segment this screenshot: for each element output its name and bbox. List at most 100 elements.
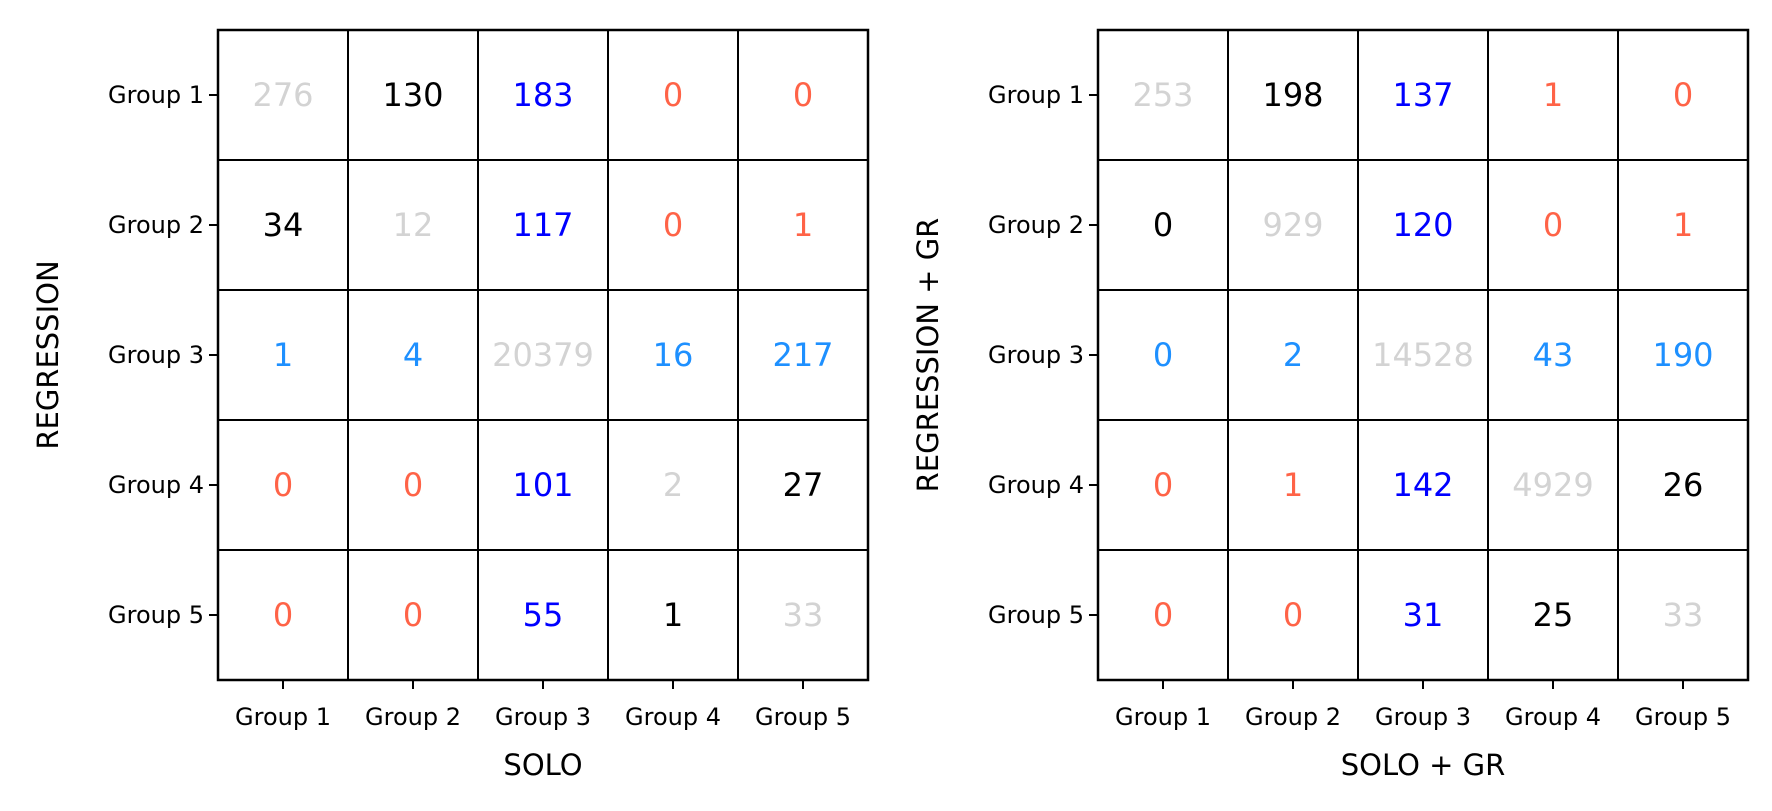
cell-value-label: 33 <box>1663 596 1704 634</box>
heatmap-cell <box>1097 549 1229 681</box>
heatmap-cell <box>1097 159 1229 291</box>
x-axis-label: SOLO + GR <box>1341 748 1506 782</box>
heatmap-cell <box>737 549 869 681</box>
cell-value-label: 217 <box>772 336 833 374</box>
cell-value-label: 0 <box>273 596 293 634</box>
y-tick-label: Group 3 <box>988 341 1084 369</box>
cell-value-label: 929 <box>1262 206 1323 244</box>
x-tick-label: Group 3 <box>1375 703 1471 731</box>
cell-value-label: 25 <box>1533 596 1574 634</box>
cell-value-label: 1 <box>273 336 293 374</box>
x-tick-label: Group 1 <box>235 703 331 731</box>
cell-value-label: 0 <box>1543 206 1563 244</box>
cell-value-label: 198 <box>1262 76 1323 114</box>
cell-value-label: 1 <box>1673 206 1693 244</box>
y-tick-label: Group 1 <box>988 81 1084 109</box>
cell-value-label: 16 <box>653 336 694 374</box>
heatmap-cell <box>1357 549 1489 681</box>
cell-value-label: 137 <box>1392 76 1453 114</box>
heatmap-cell <box>347 419 479 551</box>
cell-value-label: 0 <box>273 466 293 504</box>
heatmap-panel-right: 253 198 137 1 0 0 929 120 0 1 0 2 14528 43 190 0 1 142 492… <box>911 28 1750 782</box>
cell-value-label: 0 <box>663 206 683 244</box>
y-tick-label: Group 5 <box>988 601 1084 629</box>
cell-value-label: 1 <box>793 206 813 244</box>
heatmap-cell <box>1097 419 1229 551</box>
cell-value-label: 1 <box>1283 466 1303 504</box>
heatmap-cell <box>1617 419 1749 551</box>
heatmap-cell <box>1357 289 1489 421</box>
heatmap-cell <box>1487 419 1619 551</box>
cell-value-label: 2 <box>663 466 683 504</box>
heatmap-cell <box>1227 29 1359 161</box>
heatmap-cell <box>1227 159 1359 291</box>
cell-value-label: 0 <box>1153 466 1173 504</box>
heatmap-cell <box>1357 159 1489 291</box>
cell-value-label: 142 <box>1392 466 1453 504</box>
heatmap-cell <box>347 549 479 681</box>
cell-value-label: 12 <box>393 206 434 244</box>
cell-value-label: 20379 <box>492 336 594 374</box>
heatmap-cell <box>607 29 739 161</box>
x-tick-label: Group 3 <box>495 703 591 731</box>
cell-value-label: 43 <box>1533 336 1574 374</box>
x-tick-label: Group 2 <box>1245 703 1341 731</box>
cell-value-label: 26 <box>1663 466 1704 504</box>
x-axis-label: SOLO <box>503 748 582 782</box>
y-axis-label: REGRESSION <box>31 260 65 449</box>
y-tick-label: Group 2 <box>108 211 204 239</box>
heatmap-cell <box>1617 289 1749 421</box>
x-tick-label: Group 5 <box>1635 703 1731 731</box>
cell-value-label: 55 <box>523 596 564 634</box>
heatmap-cell <box>1487 29 1619 161</box>
y-tick-label: Group 5 <box>108 601 204 629</box>
cell-value-label: 1 <box>663 596 683 634</box>
cell-value-label: 0 <box>1153 336 1173 374</box>
cell-value-label: 33 <box>783 596 824 634</box>
cell-value-label: 0 <box>1283 596 1303 634</box>
y-axis-label: REGRESSION + GR <box>911 218 945 493</box>
y-tick-label: Group 2 <box>988 211 1084 239</box>
heatmap-cell <box>1227 419 1359 551</box>
cell-value-label: 117 <box>512 206 573 244</box>
cell-value-label: 253 <box>1132 76 1193 114</box>
cell-value-label: 31 <box>1403 596 1444 634</box>
x-tick-label: Group 5 <box>755 703 851 731</box>
heatmap-cell <box>217 549 349 681</box>
x-tick-label: Group 2 <box>365 703 461 731</box>
cell-value-label: 190 <box>1652 336 1713 374</box>
cell-value-label: 4 <box>403 336 423 374</box>
heatmap-panel-left: 276 130 183 0 0 34 12 117 0 1 1 4 20379 16 217 0 0 101 2 27… <box>31 28 870 782</box>
cell-value-label: 34 <box>263 206 304 244</box>
cell-value-label: 4929 <box>1512 466 1593 504</box>
heatmap-cell <box>737 159 869 291</box>
cell-value-label: 183 <box>512 76 573 114</box>
cell-value-label: 276 <box>252 76 313 114</box>
cell-value-label: 1 <box>1543 76 1563 114</box>
y-tick-label: Group 4 <box>988 471 1084 499</box>
cell-value-label: 120 <box>1392 206 1453 244</box>
cell-value-label: 27 <box>783 466 824 504</box>
cell-value-label: 0 <box>403 466 423 504</box>
x-tick-label: Group 4 <box>1505 703 1601 731</box>
cell-value-label: 0 <box>663 76 683 114</box>
heatmap-cell <box>347 289 479 421</box>
y-tick-label: Group 1 <box>108 81 204 109</box>
heatmap-cell <box>607 289 739 421</box>
cell-value-label: 101 <box>512 466 573 504</box>
heatmap-cell <box>477 549 609 681</box>
cell-value-label: 2 <box>1283 336 1303 374</box>
cell-value-label: 0 <box>403 596 423 634</box>
heatmap-cell <box>1617 159 1749 291</box>
cell-value-label: 130 <box>382 76 443 114</box>
cell-value-label: 0 <box>1153 596 1173 634</box>
heatmap-cell <box>347 29 479 161</box>
cell-value-label: 14528 <box>1372 336 1474 374</box>
heatmap-cell <box>607 419 739 551</box>
cell-value-label: 0 <box>793 76 813 114</box>
heatmap-cell <box>737 419 869 551</box>
x-tick-label: Group 1 <box>1115 703 1211 731</box>
heatmap-cell <box>217 29 349 161</box>
heatmap-cell <box>477 159 609 291</box>
